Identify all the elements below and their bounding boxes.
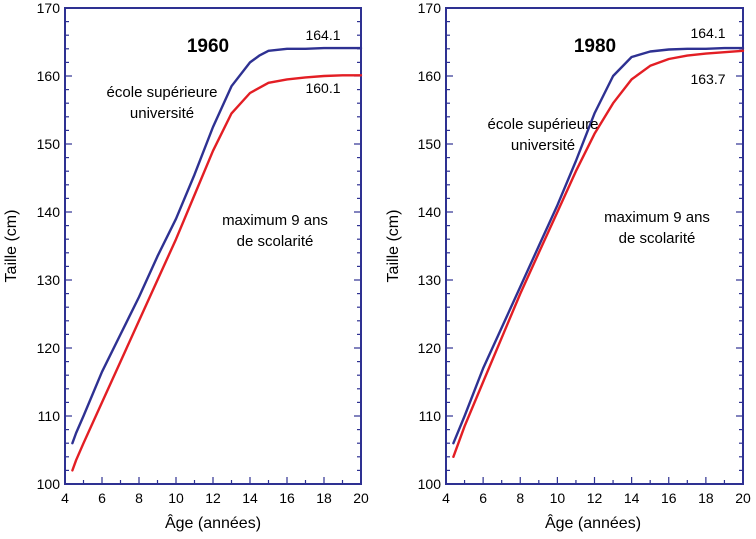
y-tick-label: 170 (37, 0, 61, 16)
y-tick-label: 110 (419, 408, 442, 424)
x-tick-label: 14 (624, 490, 640, 506)
x-tick-label: 4 (442, 490, 450, 506)
annotation-low-ed-1: maximum 9 ans (604, 209, 710, 226)
x-tick-label: 20 (353, 490, 369, 506)
x-tick-label: 20 (735, 490, 751, 506)
y-tick-label: 140 (418, 204, 442, 220)
end-value-blue: 164.1 (305, 27, 340, 43)
panel-title: 1980 (574, 36, 616, 57)
x-tick-label: 10 (168, 490, 184, 506)
y-tick-label: 160 (37, 68, 61, 84)
y-tick-label: 140 (37, 204, 61, 220)
x-tick-label: 18 (698, 490, 714, 506)
y-tick-label: 100 (37, 476, 61, 492)
end-value-red: 163.7 (690, 71, 725, 87)
x-tick-label: 16 (279, 490, 295, 506)
annotation-higher-ed-2: université (130, 105, 194, 122)
chart-panel-1980: 100 110 120 130 140 150 160 170 4 6 8 10 12 14 16 18 20… (385, 0, 751, 532)
y-tick-label: 130 (418, 272, 442, 288)
x-tick-label: 14 (242, 490, 258, 506)
chart-panel-1960: 100 110 120 130 140 150 160 170 4 6 8 10 12 14 16 18 20… (3, 0, 369, 532)
annotation-higher-ed-1: école supérieure (107, 84, 218, 101)
x-ticks: 4 6 8 10 12 14 16 18 20 (61, 477, 369, 506)
y-tick-label: 150 (37, 136, 61, 152)
x-tick-label: 16 (661, 490, 677, 506)
end-value-blue: 164.1 (690, 25, 725, 41)
series-line-max-9-years (71, 74, 363, 472)
y-tick-label: 160 (418, 68, 442, 84)
series-line-max-9-years (452, 49, 745, 458)
y-axis-title: Taille (cm) (385, 210, 402, 283)
x-ticks: 4 6 8 10 12 14 16 18 20 (442, 477, 751, 506)
y-tick-label: 150 (418, 136, 442, 152)
x-tick-label: 8 (516, 490, 524, 506)
series-lines (452, 46, 745, 458)
annotation-low-ed-2: de scolarité (237, 233, 314, 250)
x-tick-label: 12 (587, 490, 603, 506)
x-tick-label: 6 (479, 490, 487, 506)
panel-title: 1960 (187, 36, 229, 57)
x-tick-label: 12 (205, 490, 221, 506)
annotation-low-ed-1: maximum 9 ans (222, 212, 328, 229)
x-tick-label: 6 (98, 490, 106, 506)
y-axis-title: Taille (cm) (3, 210, 20, 283)
x-tick-label: 8 (135, 490, 143, 506)
y-tick-label: 110 (38, 408, 61, 424)
x-axis-title: Âge (années) (165, 513, 261, 532)
annotation-higher-ed-1: école supérieure (488, 116, 599, 133)
y-tick-label: 120 (418, 340, 442, 356)
x-tick-label: 18 (316, 490, 332, 506)
y-tick-label: 100 (418, 476, 442, 492)
series-line-higher-education (452, 46, 745, 445)
y-tick-label: 130 (37, 272, 61, 288)
x-axis-title: Âge (années) (545, 513, 641, 532)
y-ticks: 100 110 120 130 140 150 160 170 (37, 0, 361, 492)
x-tick-label: 4 (61, 490, 69, 506)
annotation-higher-ed-2: université (511, 137, 575, 154)
annotation-low-ed-2: de scolarité (619, 230, 696, 247)
series-lines (71, 46, 363, 472)
y-tick-label: 170 (418, 0, 442, 16)
x-tick-label: 10 (550, 490, 566, 506)
y-ticks: 100 110 120 130 140 150 160 170 (418, 0, 743, 492)
end-value-red: 160.1 (305, 80, 340, 96)
y-tick-label: 120 (37, 340, 61, 356)
series-line-higher-education (71, 46, 363, 445)
